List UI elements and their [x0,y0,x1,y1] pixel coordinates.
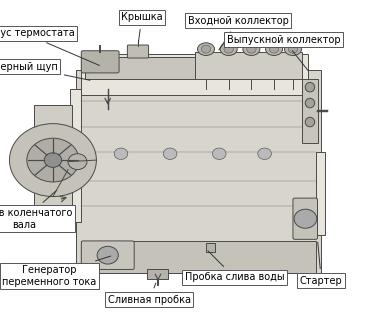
Circle shape [68,154,87,170]
FancyBboxPatch shape [81,241,134,269]
Text: Стартер: Стартер [300,242,343,286]
Circle shape [44,153,62,167]
Text: Пробка слива воды: Пробка слива воды [184,251,284,282]
Ellipse shape [243,43,260,55]
Ellipse shape [201,45,211,53]
Circle shape [27,138,79,182]
FancyBboxPatch shape [293,198,318,239]
FancyBboxPatch shape [34,105,72,216]
Circle shape [258,148,271,159]
FancyBboxPatch shape [81,241,316,273]
Text: Сливная пробка: Сливная пробка [108,283,191,305]
Ellipse shape [246,45,256,53]
Text: Корпус термостата: Корпус термостата [0,28,99,66]
Ellipse shape [224,45,233,53]
Circle shape [97,246,118,264]
FancyBboxPatch shape [85,57,198,79]
Ellipse shape [284,43,301,55]
Ellipse shape [269,45,279,53]
Text: Шкив коленчатого
вала: Шкив коленчатого вала [0,191,73,230]
Circle shape [294,209,317,228]
Circle shape [9,124,96,197]
Circle shape [114,148,128,159]
Text: Входной коллектор: Входной коллектор [188,16,288,50]
FancyBboxPatch shape [195,52,302,79]
Ellipse shape [305,82,314,92]
Text: Крышка: Крышка [121,12,163,43]
FancyBboxPatch shape [147,269,168,279]
FancyBboxPatch shape [206,243,215,252]
Ellipse shape [305,98,314,108]
Ellipse shape [265,43,283,55]
Text: Генератор
переменного тока: Генератор переменного тока [2,256,111,287]
Ellipse shape [197,43,215,55]
FancyBboxPatch shape [127,45,149,58]
FancyBboxPatch shape [302,79,318,143]
FancyBboxPatch shape [70,89,81,222]
Ellipse shape [305,117,314,127]
Text: Мерный щуп: Мерный щуп [0,61,90,80]
Ellipse shape [220,43,237,55]
Circle shape [163,148,177,159]
FancyBboxPatch shape [81,54,308,95]
FancyBboxPatch shape [76,70,321,273]
FancyBboxPatch shape [81,51,119,73]
FancyBboxPatch shape [316,152,325,235]
Ellipse shape [288,45,298,53]
Text: Выпускной коллектор: Выпускной коллектор [227,35,340,71]
Circle shape [212,148,226,159]
